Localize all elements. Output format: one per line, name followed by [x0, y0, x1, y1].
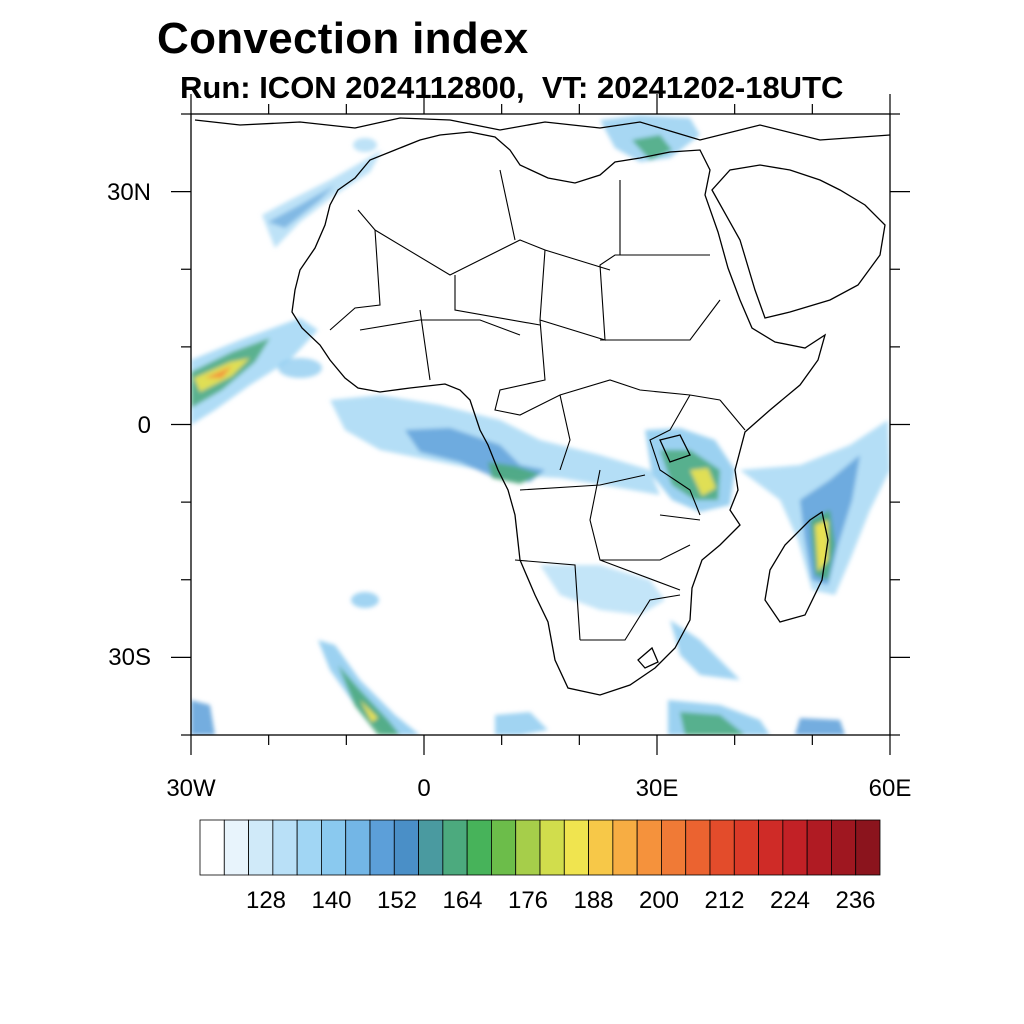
- lon-tick-label: 30E: [635, 775, 679, 802]
- field-south-atlantic-core: [338, 665, 400, 735]
- lake-victoria: [659, 434, 691, 463]
- colorbar-swatch: [806, 819, 832, 876]
- field-nw-atlantic-core: [268, 185, 335, 228]
- colorbar-swatch: [782, 819, 808, 876]
- colorbar-swatch: [248, 819, 274, 876]
- colorbar-swatch: [369, 819, 395, 876]
- field-nw-atlantic: [262, 150, 382, 248]
- field-atlantic-hot: [205, 366, 232, 378]
- colorbar-swatch: [223, 819, 249, 876]
- field-southern-africa: [540, 565, 665, 615]
- field-great-lakes-peak: [690, 468, 716, 496]
- field-south-mid: [495, 712, 548, 735]
- colorbar-label: 164: [442, 887, 483, 914]
- colorbar-swatch: [321, 819, 347, 876]
- colorbar-swatch: [418, 819, 444, 876]
- field-south-indian-core: [680, 712, 745, 735]
- madagascar-coastline: [764, 510, 829, 623]
- colorbar-swatch: [685, 819, 711, 876]
- field-patch-eastern-med: [353, 138, 377, 152]
- colorbar-label: 152: [376, 887, 418, 914]
- lat-tick-label: 0: [137, 411, 151, 439]
- field-mozambique-channel: [670, 620, 740, 680]
- colorbar-swatch: [733, 819, 759, 876]
- colorbar-swatch: [296, 819, 322, 876]
- map-title: Convection index: [157, 14, 529, 63]
- colorbar-swatch: [588, 819, 614, 876]
- colorbar: [199, 819, 881, 876]
- field-southwest-corner: [191, 700, 215, 735]
- colorbar-swatch: [199, 819, 225, 876]
- lesotho: [637, 646, 659, 669]
- lat-tick-label: 30N: [106, 178, 151, 206]
- field-south-atlantic-front: [318, 640, 420, 735]
- colorbar-swatch: [758, 819, 784, 876]
- colorbar-label: 212: [704, 887, 745, 914]
- field-patch-west-africa: [278, 358, 322, 378]
- colorbar-swatch: [831, 819, 857, 876]
- colorbar-swatch: [272, 819, 298, 876]
- field-south-atlantic-peak: [360, 700, 378, 722]
- lon-tick-label: 0: [417, 775, 431, 802]
- lon-tick-label: 30W: [166, 775, 216, 802]
- colorbar-swatch: [636, 819, 662, 876]
- field-south-east-corner: [795, 718, 845, 735]
- colorbar-swatch: [661, 819, 687, 876]
- colorbar-swatch: [709, 819, 735, 876]
- colorbar-swatch: [393, 819, 419, 876]
- colorbar-label: 224: [769, 887, 811, 914]
- colorbar-label: 128: [245, 887, 287, 914]
- colorbar-label: 188: [573, 887, 614, 914]
- colorbar-label: 200: [638, 887, 680, 914]
- lat-tick-label: 30S: [108, 644, 151, 672]
- colorbar-swatch: [515, 819, 541, 876]
- southern-europe-coastline: [194, 117, 890, 141]
- coastline-layer: [194, 117, 890, 696]
- colorbar-label: 140: [311, 887, 352, 914]
- map-subtitle: Run: ICON 2024112800, VT: 20241202-18UTC: [180, 70, 844, 105]
- colorbar-label: 176: [507, 887, 549, 914]
- colorbar-swatch: [612, 819, 638, 876]
- national-borders: [329, 169, 746, 641]
- colorbar-label: 236: [835, 887, 876, 914]
- field-patch-namibia: [351, 592, 379, 608]
- lon-tick-label: 60E: [868, 775, 912, 802]
- colorbar-swatch: [466, 819, 492, 876]
- arabia-coastline: [711, 164, 886, 319]
- colorbar-swatch: [442, 819, 468, 876]
- colorbar-swatch: [563, 819, 589, 876]
- colorbar-swatch: [345, 819, 371, 876]
- colorbar-swatch: [855, 819, 881, 876]
- convection-field-layer: [191, 115, 890, 735]
- colorbar-swatch: [491, 819, 517, 876]
- field-gulf-guinea-strong: [488, 462, 540, 484]
- axis-ticks: [171, 94, 910, 755]
- colorbar-swatch: [539, 819, 565, 876]
- field-atlantic-plume: [191, 318, 318, 425]
- africa-coastline: [291, 131, 827, 696]
